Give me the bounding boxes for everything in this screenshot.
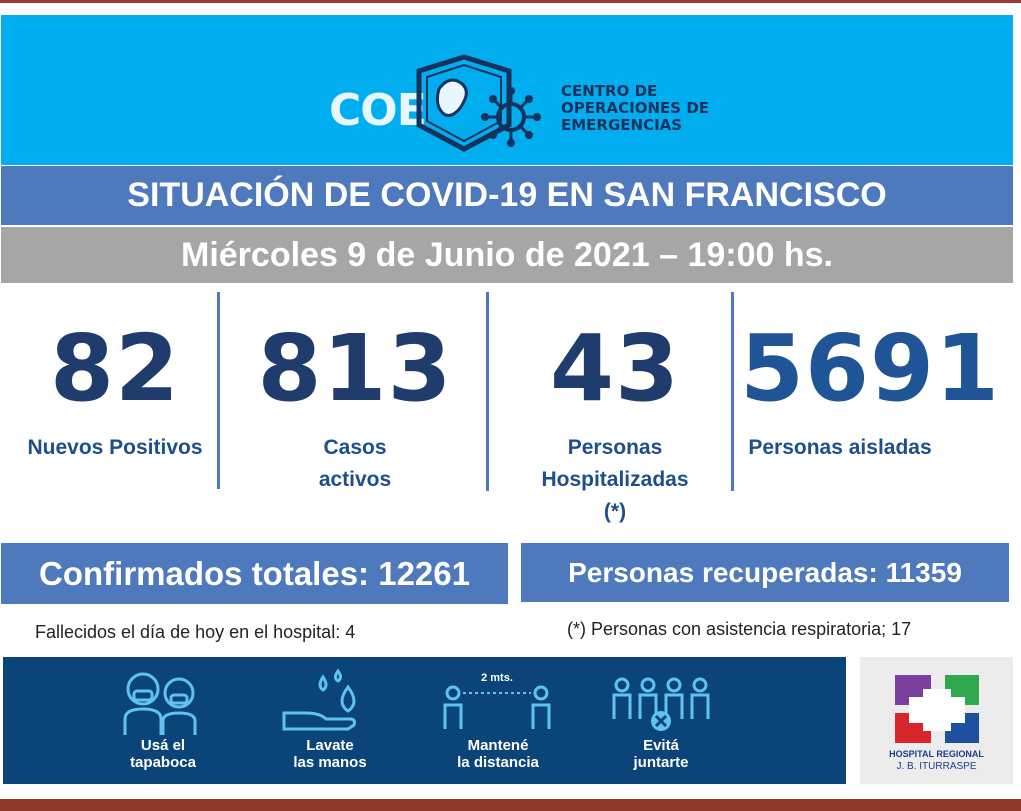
no-gathering-icon <box>612 677 710 731</box>
stat-isolated-label: Personas aisladas <box>740 432 940 464</box>
hospital-subname: J. B. ITURRASPE <box>896 761 977 772</box>
top-border <box>0 0 1021 3</box>
hospital-logo: HOSPITAL REGIONAL J. B. ITURRASPE <box>860 657 1013 784</box>
confirmed-total-box: Confirmados totales: 12261 <box>1 543 508 604</box>
stat-new-positives-value: 82 <box>49 315 181 422</box>
bottom-border <box>0 799 1021 811</box>
deaths-note: Fallecidos el día de hoy en el hospital:… <box>35 622 356 642</box>
stat-label-line: activos <box>318 468 392 491</box>
distance-icon: 2 mts. <box>443 672 551 729</box>
coe-logo-text: COE <box>329 85 427 136</box>
coe-logo: COE CENTRO DE OPERACIONES DE EMERG <box>321 53 741 163</box>
tip-line: la distancia <box>457 754 539 771</box>
stat-label-line: Personas aisladas <box>748 436 932 459</box>
coe-subtitle-line: EMERGENCIAS <box>561 116 683 134</box>
stat-label-line: Casos <box>323 436 387 459</box>
header-banner: COE CENTRO DE OPERACIONES DE EMERG <box>1 15 1013 165</box>
tip-line: Mantené <box>467 737 529 754</box>
recovered-total-box: Personas recuperadas: 11359 <box>521 543 1009 602</box>
distance-label: 2 mts. <box>481 672 513 684</box>
respiratory-note: (*) Personas con asistencia respiratoria… <box>567 619 912 639</box>
virus-emblem-icon <box>416 54 541 152</box>
coe-subtitle-line: OPERACIONES DE <box>561 99 710 117</box>
stat-active-cases-value: 813 <box>257 315 453 422</box>
tip-line: juntarte <box>633 754 689 771</box>
stat-hospitalized-label: Personas Hospitalizadas (*) <box>515 432 715 528</box>
stat-label-line: Nuevos Positivos <box>27 436 203 459</box>
date-line: Miércoles 9 de Junio de 2021 – 19:00 hs. <box>1 227 1013 283</box>
tip-gathering-label: Evitá juntarte <box>586 737 736 771</box>
coe-subtitle-line: CENTRO DE <box>561 82 658 100</box>
tip-line: tapaboca <box>130 754 196 771</box>
hospital-name: HOSPITAL REGIONAL <box>889 749 984 759</box>
stat-label-line: (*) <box>603 500 627 523</box>
tip-distance-label: Mantené la distancia <box>423 737 573 771</box>
tip-line: Evitá <box>643 737 679 754</box>
stat-hospitalized-value: 43 <box>549 315 681 422</box>
people-mask-icon <box>123 672 197 735</box>
tip-line: las manos <box>293 754 367 771</box>
stat-divider <box>486 292 489 491</box>
tip-handwash-label: Lavate las manos <box>255 737 405 771</box>
hospital-cross-icon <box>895 675 979 743</box>
tip-line: Usá el <box>140 737 186 754</box>
tip-line: Lavate <box>306 737 354 754</box>
stat-isolated-value: 5691 <box>740 315 1001 422</box>
tip-mask-label: Usá el tapaboca <box>88 737 238 771</box>
stat-new-positives-label: Nuevos Positivos <box>15 432 215 464</box>
prevention-strip: Usá el tapaboca Lavate las manos 2 mts. … <box>3 657 846 784</box>
stat-active-cases-label: Casos activos <box>255 432 455 496</box>
stat-label-line: Personas <box>567 436 663 459</box>
coe-subtitle: CENTRO DE OPERACIONES DE EMERGENCIAS <box>561 83 741 134</box>
page-title: SITUACIÓN DE COVID-19 EN SAN FRANCISCO <box>1 166 1013 225</box>
hand-wash-icon <box>282 668 356 731</box>
stat-divider <box>217 292 220 489</box>
stat-label-line: Hospitalizadas <box>541 468 689 491</box>
stat-divider <box>731 292 734 491</box>
